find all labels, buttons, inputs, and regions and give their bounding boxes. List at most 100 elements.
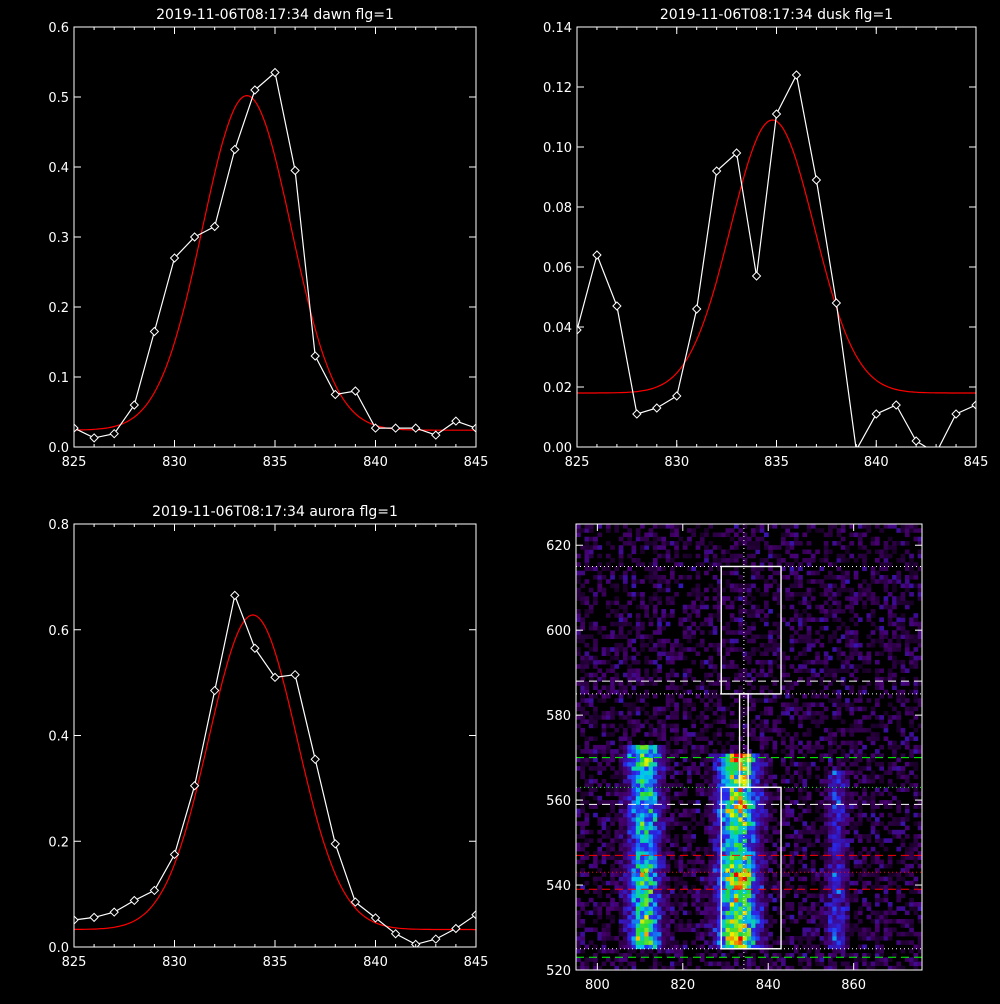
heatmap-cell — [845, 860, 850, 865]
heatmap-cell — [696, 809, 701, 814]
heatmap-cell — [892, 681, 897, 686]
heatmap-cell — [602, 834, 607, 839]
heatmap-cell — [768, 707, 773, 712]
heatmap-cell — [726, 651, 731, 656]
heatmap-cell — [619, 681, 624, 686]
heatmap-cell — [884, 584, 889, 589]
heatmap-cell — [815, 817, 820, 822]
heatmap-cell — [580, 962, 585, 967]
heatmap-cell — [794, 762, 799, 767]
heatmap-cell — [879, 643, 884, 648]
heatmap-cell — [632, 834, 637, 839]
data-point-marker — [251, 644, 259, 652]
heatmap-cell — [640, 745, 645, 750]
heatmap-cell — [644, 830, 649, 835]
heatmap-cell — [768, 766, 773, 771]
heatmap-cell — [858, 749, 863, 754]
heatmap-cell — [627, 592, 632, 597]
heatmap-cell — [730, 601, 735, 606]
heatmap-cell — [589, 673, 594, 678]
heatmap-cell — [627, 736, 632, 741]
heatmap-cell — [632, 889, 637, 894]
heatmap-cell — [884, 724, 889, 729]
heatmap-cell — [687, 634, 692, 639]
heatmap-cell — [764, 622, 769, 627]
heatmap-cell — [909, 872, 914, 877]
heatmap-cell — [708, 809, 713, 814]
heatmap-cell — [585, 609, 590, 614]
heatmap-cell — [687, 766, 692, 771]
heatmap-cell — [585, 643, 590, 648]
heatmap-cell — [837, 877, 842, 882]
heatmap-cell — [755, 872, 760, 877]
heatmap-cell — [683, 864, 688, 869]
heatmap-cell — [738, 872, 743, 877]
heatmap-cell — [811, 719, 816, 724]
heatmap-cell — [832, 932, 837, 937]
heatmap-cell — [828, 817, 833, 822]
heatmap-cell — [619, 809, 624, 814]
heatmap-cell — [666, 584, 671, 589]
heatmap-cell — [764, 872, 769, 877]
heatmap-cell — [726, 749, 731, 754]
heatmap-cell — [730, 949, 735, 954]
heatmap-cell — [632, 928, 637, 933]
heatmap-cell — [580, 949, 585, 954]
heatmap-cell — [614, 681, 619, 686]
heatmap-cell — [666, 707, 671, 712]
heatmap-cell — [619, 783, 624, 788]
heatmap-cell — [580, 792, 585, 797]
heatmap-cell — [713, 821, 718, 826]
heatmap-cell — [704, 962, 709, 967]
heatmap-cell — [755, 804, 760, 809]
heatmap-cell — [909, 898, 914, 903]
heatmap-cell — [815, 550, 820, 555]
heatmap-cell — [700, 813, 705, 818]
heatmap-cell — [738, 575, 743, 580]
heatmap-cell — [726, 792, 731, 797]
heatmap-cell — [854, 923, 859, 928]
heatmap-cell — [649, 817, 654, 822]
heatmap-cell — [734, 749, 739, 754]
heatmap-cell — [619, 877, 624, 882]
heatmap-cell — [785, 681, 790, 686]
heatmap-cell — [623, 770, 628, 775]
heatmap-cell — [576, 902, 581, 907]
heatmap-cell — [755, 855, 760, 860]
heatmap-cell — [670, 567, 675, 572]
heatmap-cell — [909, 558, 914, 563]
fit-curve-line — [74, 615, 476, 930]
heatmap-cell — [593, 758, 598, 763]
heatmap-cell — [640, 787, 645, 792]
heatmap-cell — [811, 745, 816, 750]
heatmap-cell — [790, 915, 795, 920]
heatmap-cell — [696, 605, 701, 610]
heatmap-cell — [832, 673, 837, 678]
heatmap-cell — [696, 923, 701, 928]
data-point-marker — [211, 223, 219, 231]
heatmap-cell — [636, 779, 641, 784]
heatmap-cell — [909, 843, 914, 848]
heatmap-cell — [653, 881, 658, 886]
heatmap-cell — [832, 796, 837, 801]
heatmap-cell — [649, 571, 654, 576]
heatmap-cell — [815, 911, 820, 916]
data-series-line — [74, 73, 476, 438]
heatmap-cell — [738, 685, 743, 690]
heatmap-cell — [576, 847, 581, 852]
heatmap-cell — [892, 821, 897, 826]
heatmap-cell — [914, 698, 919, 703]
heatmap-cell — [785, 902, 790, 907]
heatmap-cell — [837, 639, 842, 644]
heatmap-cell — [687, 613, 692, 618]
heatmap-cell — [687, 834, 692, 839]
heatmap-cell — [632, 923, 637, 928]
heatmap-cell — [602, 626, 607, 631]
heatmap-cell — [597, 911, 602, 916]
heatmap-cell — [760, 567, 765, 572]
heatmap-cell — [730, 923, 735, 928]
heatmap-cell — [657, 643, 662, 648]
heatmap-cell — [747, 868, 752, 873]
heatmap-cell — [734, 838, 739, 843]
heatmap-cell — [896, 847, 901, 852]
